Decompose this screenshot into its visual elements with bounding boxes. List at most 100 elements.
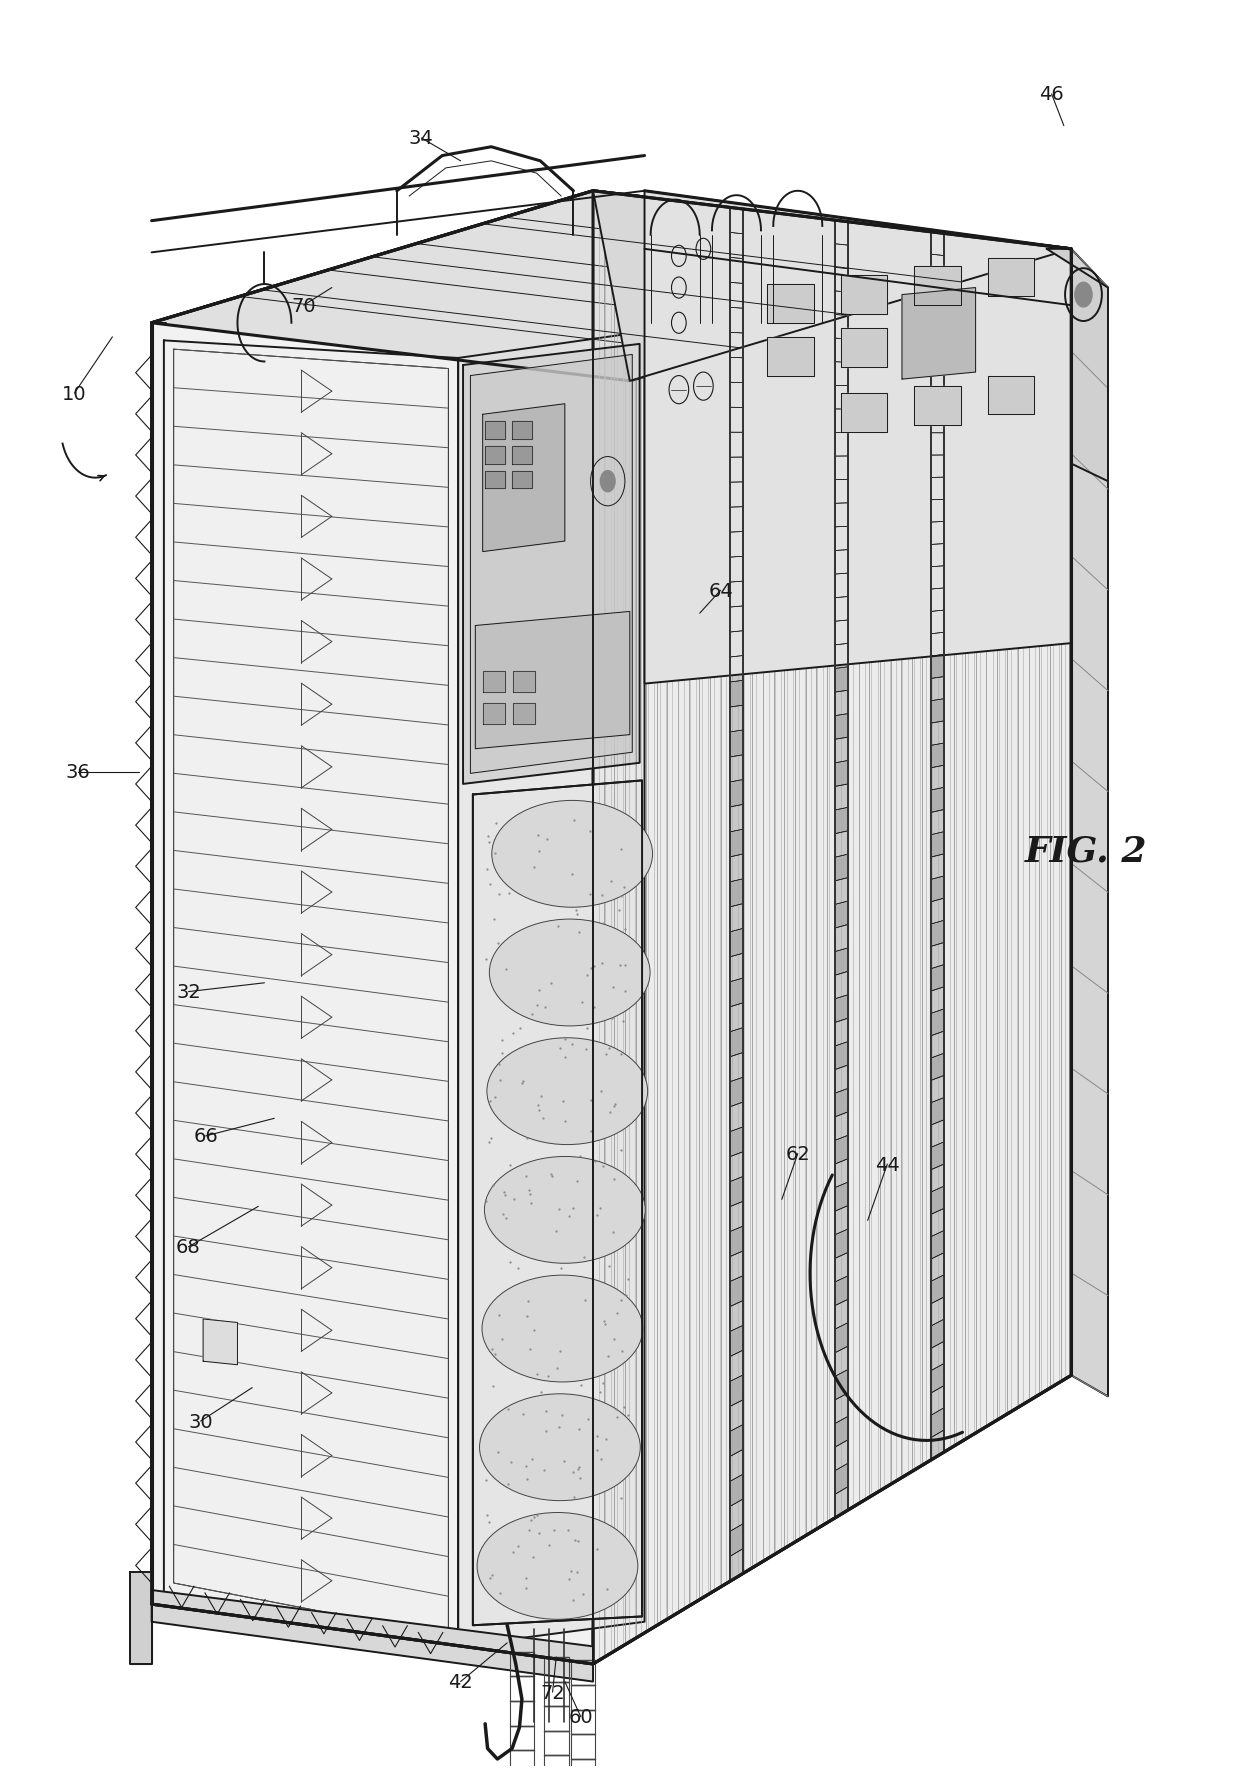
Polygon shape (835, 1300, 848, 1330)
Polygon shape (730, 1028, 743, 1057)
Polygon shape (931, 1097, 944, 1126)
Polygon shape (512, 447, 532, 465)
Polygon shape (730, 1425, 743, 1457)
Polygon shape (931, 1431, 944, 1461)
Polygon shape (835, 949, 848, 975)
Ellipse shape (485, 1156, 645, 1264)
Polygon shape (730, 1227, 743, 1257)
Polygon shape (730, 433, 743, 457)
Polygon shape (835, 339, 848, 363)
Polygon shape (841, 394, 888, 433)
Polygon shape (730, 1152, 743, 1183)
Polygon shape (931, 277, 944, 301)
Polygon shape (730, 606, 743, 633)
Polygon shape (482, 672, 505, 693)
Text: 36: 36 (66, 762, 91, 782)
Polygon shape (931, 1186, 944, 1215)
Polygon shape (931, 722, 944, 746)
Polygon shape (730, 1523, 743, 1557)
Polygon shape (835, 316, 848, 340)
Polygon shape (730, 1450, 743, 1482)
Polygon shape (730, 1301, 743, 1332)
Polygon shape (931, 610, 944, 635)
Polygon shape (835, 433, 848, 457)
Polygon shape (835, 245, 848, 269)
Text: 32: 32 (176, 982, 201, 1002)
Polygon shape (835, 1252, 848, 1282)
Text: 10: 10 (62, 385, 87, 404)
Polygon shape (931, 766, 944, 791)
Polygon shape (835, 1417, 848, 1447)
Polygon shape (593, 191, 1071, 381)
Polygon shape (835, 715, 848, 739)
Polygon shape (730, 805, 743, 833)
Polygon shape (730, 730, 743, 757)
Polygon shape (835, 550, 848, 574)
Polygon shape (730, 904, 743, 933)
Polygon shape (835, 1277, 848, 1305)
Polygon shape (512, 422, 532, 440)
Polygon shape (730, 259, 743, 284)
Polygon shape (730, 358, 743, 383)
Polygon shape (730, 979, 743, 1007)
Polygon shape (931, 1342, 944, 1371)
Polygon shape (835, 1346, 848, 1376)
Polygon shape (835, 1486, 848, 1518)
Polygon shape (835, 761, 848, 787)
Polygon shape (730, 929, 743, 957)
Polygon shape (835, 972, 848, 1000)
Polygon shape (931, 388, 944, 411)
Polygon shape (730, 1053, 743, 1082)
Polygon shape (931, 654, 944, 679)
Polygon shape (513, 672, 536, 693)
Polygon shape (931, 479, 944, 500)
Ellipse shape (490, 920, 650, 1027)
Text: 34: 34 (409, 129, 434, 149)
Polygon shape (835, 1066, 848, 1094)
Text: 62: 62 (785, 1144, 810, 1163)
Polygon shape (730, 681, 743, 707)
Polygon shape (730, 1202, 743, 1232)
Polygon shape (835, 1323, 848, 1353)
Polygon shape (931, 832, 944, 858)
Polygon shape (835, 293, 848, 316)
Polygon shape (931, 899, 944, 926)
Polygon shape (835, 784, 848, 810)
Ellipse shape (480, 1394, 640, 1500)
Polygon shape (730, 656, 743, 683)
Polygon shape (730, 1326, 743, 1356)
Polygon shape (931, 411, 944, 434)
Polygon shape (835, 1018, 848, 1046)
Polygon shape (1047, 250, 1109, 482)
Ellipse shape (477, 1512, 637, 1619)
Text: 72: 72 (541, 1683, 565, 1702)
Polygon shape (835, 667, 848, 693)
Polygon shape (931, 1032, 944, 1058)
Polygon shape (485, 422, 505, 440)
Polygon shape (730, 1376, 743, 1406)
Polygon shape (730, 706, 743, 732)
Polygon shape (931, 1386, 944, 1415)
Polygon shape (931, 1254, 944, 1282)
Polygon shape (931, 1142, 944, 1170)
Polygon shape (730, 457, 743, 482)
Polygon shape (835, 457, 848, 480)
Text: 64: 64 (708, 582, 733, 601)
Polygon shape (835, 1160, 848, 1188)
Polygon shape (835, 1135, 848, 1165)
Polygon shape (835, 574, 848, 598)
Polygon shape (513, 704, 536, 725)
Polygon shape (730, 383, 743, 408)
Polygon shape (730, 1548, 743, 1582)
Polygon shape (988, 376, 1034, 415)
Polygon shape (730, 234, 743, 259)
Circle shape (600, 472, 615, 493)
Polygon shape (835, 878, 848, 904)
Polygon shape (841, 277, 888, 316)
Text: 70: 70 (291, 296, 316, 316)
Circle shape (1075, 284, 1092, 309)
Polygon shape (835, 362, 848, 387)
Polygon shape (931, 920, 944, 947)
Polygon shape (835, 995, 848, 1023)
Polygon shape (482, 704, 505, 725)
